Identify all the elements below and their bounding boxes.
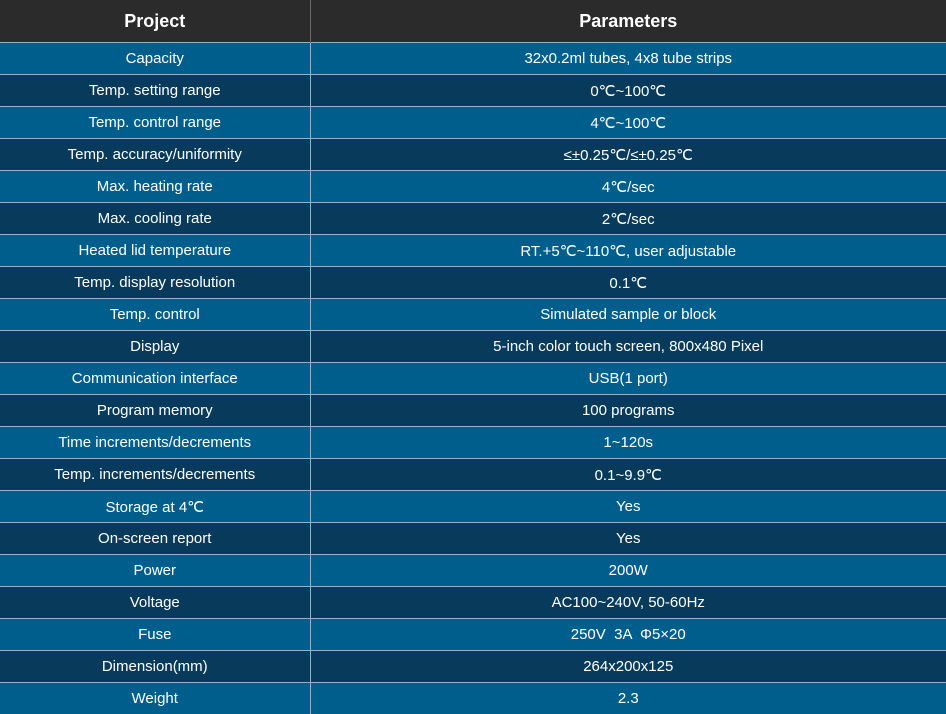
cell-project: Program memory bbox=[0, 395, 310, 427]
cell-project: Temp. increments/decrements bbox=[0, 459, 310, 491]
cell-parameters: 264x200x125 bbox=[310, 651, 946, 683]
cell-parameters: 0℃~100℃ bbox=[310, 75, 946, 107]
cell-parameters: 0.1℃ bbox=[310, 267, 946, 299]
cell-parameters: ≤±0.25℃/≤±0.25℃ bbox=[310, 139, 946, 171]
cell-parameters: 4℃~100℃ bbox=[310, 107, 946, 139]
cell-project: Max. cooling rate bbox=[0, 203, 310, 235]
cell-parameters: 5-inch color touch screen, 800x480 Pixel bbox=[310, 331, 946, 363]
cell-project: Fuse bbox=[0, 619, 310, 651]
cell-parameters: 4℃/sec bbox=[310, 171, 946, 203]
cell-project: Weight bbox=[0, 683, 310, 714]
cell-project: Max. heating rate bbox=[0, 171, 310, 203]
cell-project: Heated lid temperature bbox=[0, 235, 310, 267]
cell-parameters: 2.3 bbox=[310, 683, 946, 714]
cell-project: Power bbox=[0, 555, 310, 587]
cell-project: Capacity bbox=[0, 43, 310, 75]
cell-parameters: Yes bbox=[310, 523, 946, 555]
cell-parameters: USB(1 port) bbox=[310, 363, 946, 395]
cell-project: Temp. control range bbox=[0, 107, 310, 139]
header-project: Project bbox=[0, 0, 310, 43]
cell-parameters: 250V 3A Φ5×20 bbox=[310, 619, 946, 651]
table-header-row: Project Parameters bbox=[0, 0, 946, 43]
cell-parameters: AC100~240V, 50-60Hz bbox=[310, 587, 946, 619]
cell-project: Temp. control bbox=[0, 299, 310, 331]
cell-project: Voltage bbox=[0, 587, 310, 619]
cell-project: Storage at 4℃ bbox=[0, 491, 310, 523]
cell-project: Communication interface bbox=[0, 363, 310, 395]
cell-parameters: 32x0.2ml tubes, 4x8 tube strips bbox=[310, 43, 946, 75]
cell-parameters: RT.+5℃~110℃, user adjustable bbox=[310, 235, 946, 267]
cell-project: Display bbox=[0, 331, 310, 363]
cell-parameters: 200W bbox=[310, 555, 946, 587]
cell-parameters: Simulated sample or block bbox=[310, 299, 946, 331]
cell-project: Time increments/decrements bbox=[0, 427, 310, 459]
cell-parameters: 1~120s bbox=[310, 427, 946, 459]
table-row: Temp. accuracy/uniformity≤±0.25℃/≤±0.25℃ bbox=[0, 139, 946, 171]
cell-parameters: 2℃/sec bbox=[310, 203, 946, 235]
cell-project: Temp. accuracy/uniformity bbox=[0, 139, 310, 171]
cell-project: Temp. display resolution bbox=[0, 267, 310, 299]
cell-parameters: 100 programs bbox=[310, 395, 946, 427]
cell-project: Temp. setting range bbox=[0, 75, 310, 107]
header-parameters: Parameters bbox=[310, 0, 946, 43]
cell-project: On-screen report bbox=[0, 523, 310, 555]
table-row: Dimension(mm)264x200x125 bbox=[0, 651, 946, 683]
cell-project: Dimension(mm) bbox=[0, 651, 310, 683]
cell-parameters: Yes bbox=[310, 491, 946, 523]
cell-parameters: 0.1~9.9℃ bbox=[310, 459, 946, 491]
